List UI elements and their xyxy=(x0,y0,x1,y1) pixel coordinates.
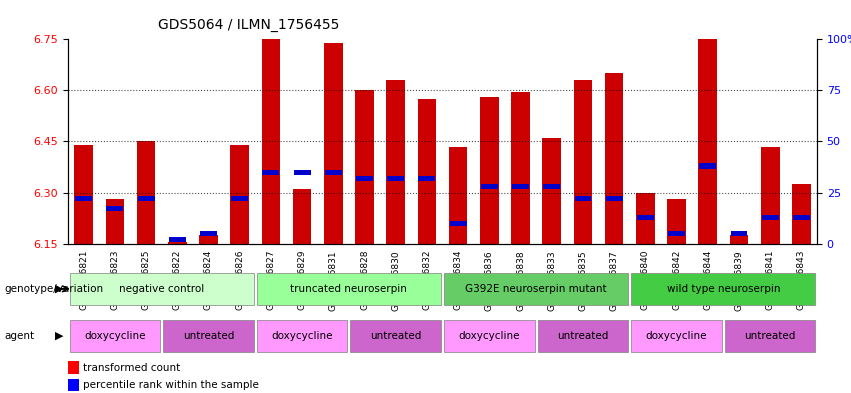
Bar xyxy=(605,73,624,244)
Bar xyxy=(729,235,748,244)
Bar xyxy=(356,176,373,181)
FancyBboxPatch shape xyxy=(444,273,628,305)
FancyBboxPatch shape xyxy=(538,320,628,352)
Bar xyxy=(355,90,374,244)
Bar xyxy=(792,184,811,244)
Bar xyxy=(293,189,311,244)
Bar xyxy=(168,237,186,242)
Text: untreated: untreated xyxy=(557,331,608,341)
Bar xyxy=(761,147,780,244)
Bar xyxy=(606,196,623,201)
Text: untreated: untreated xyxy=(370,331,421,341)
Bar xyxy=(480,97,499,244)
Bar xyxy=(762,215,779,220)
Bar xyxy=(730,231,747,236)
Text: percentile rank within the sample: percentile rank within the sample xyxy=(83,380,259,390)
Bar xyxy=(543,184,560,189)
Text: ▶: ▶ xyxy=(55,331,64,341)
FancyBboxPatch shape xyxy=(351,320,441,352)
Bar xyxy=(574,80,592,244)
Bar xyxy=(637,215,654,220)
Bar xyxy=(448,147,467,244)
Bar xyxy=(262,170,279,175)
Bar xyxy=(668,231,685,236)
Text: truncated neuroserpin: truncated neuroserpin xyxy=(290,284,408,294)
FancyBboxPatch shape xyxy=(444,320,534,352)
FancyBboxPatch shape xyxy=(631,273,815,305)
Bar xyxy=(387,176,404,181)
Bar xyxy=(106,206,123,211)
Text: wild type neuroserpin: wild type neuroserpin xyxy=(666,284,780,294)
Bar xyxy=(231,196,248,201)
Text: doxycycline: doxycycline xyxy=(646,331,707,341)
Bar xyxy=(199,235,218,244)
Bar xyxy=(511,92,530,244)
Bar xyxy=(512,184,529,189)
Bar xyxy=(699,39,717,244)
Bar xyxy=(106,199,124,244)
FancyBboxPatch shape xyxy=(725,320,815,352)
Bar xyxy=(231,145,249,244)
Text: negative control: negative control xyxy=(119,284,204,294)
Bar xyxy=(542,138,561,244)
Text: ▶: ▶ xyxy=(55,284,64,294)
Bar xyxy=(636,193,654,244)
Bar xyxy=(68,361,79,373)
Bar xyxy=(74,145,93,244)
Bar xyxy=(200,231,217,236)
Text: agent: agent xyxy=(4,331,34,341)
Bar xyxy=(325,170,342,175)
Bar xyxy=(324,43,343,244)
Bar xyxy=(294,170,311,175)
Bar xyxy=(138,196,155,201)
FancyBboxPatch shape xyxy=(257,273,441,305)
Text: GDS5064 / ILMN_1756455: GDS5064 / ILMN_1756455 xyxy=(158,18,340,32)
Text: doxycycline: doxycycline xyxy=(459,331,520,341)
Bar xyxy=(419,176,436,181)
Bar xyxy=(667,199,686,244)
FancyBboxPatch shape xyxy=(70,320,160,352)
Bar xyxy=(481,184,498,189)
Bar xyxy=(574,196,591,201)
Bar xyxy=(793,215,810,220)
Bar xyxy=(68,379,79,391)
Text: doxycycline: doxycycline xyxy=(84,331,146,341)
FancyBboxPatch shape xyxy=(70,273,254,305)
Bar xyxy=(137,141,156,244)
Text: doxycycline: doxycycline xyxy=(271,331,333,341)
Bar xyxy=(261,39,280,244)
FancyBboxPatch shape xyxy=(257,320,347,352)
Text: G392E neuroserpin mutant: G392E neuroserpin mutant xyxy=(465,284,607,294)
Text: transformed count: transformed count xyxy=(83,362,180,373)
FancyBboxPatch shape xyxy=(631,320,722,352)
Bar xyxy=(386,80,405,244)
Bar xyxy=(418,99,437,244)
Bar xyxy=(75,196,92,201)
Bar xyxy=(449,221,466,226)
Text: genotype/variation: genotype/variation xyxy=(4,284,103,294)
Bar xyxy=(700,163,717,169)
Text: untreated: untreated xyxy=(745,331,796,341)
Bar xyxy=(168,242,186,244)
FancyBboxPatch shape xyxy=(163,320,254,352)
Text: untreated: untreated xyxy=(183,331,234,341)
